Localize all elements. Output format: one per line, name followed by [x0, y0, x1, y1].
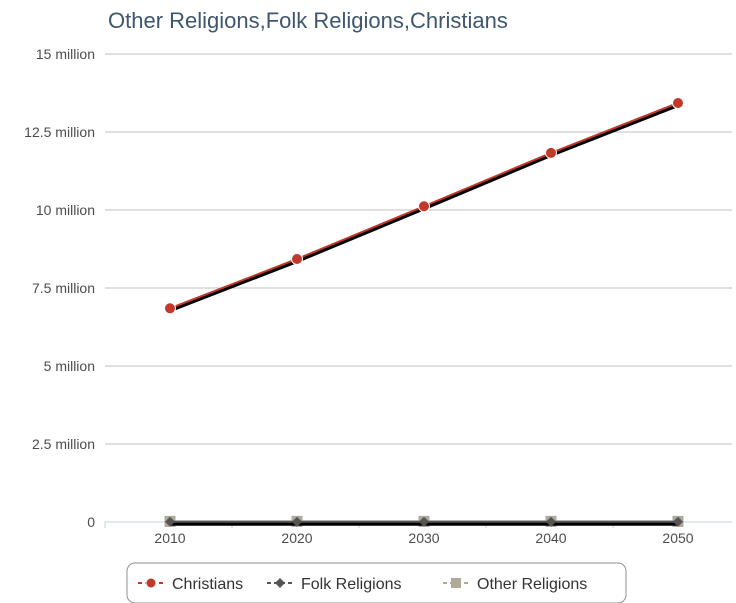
- y-tick-label: 10 million: [36, 202, 95, 218]
- data-point: [292, 516, 302, 527]
- legend-label: Other Religions: [477, 576, 587, 593]
- legend-label: Christians: [172, 576, 243, 593]
- y-tick-label: 15 million: [36, 46, 95, 62]
- data-point: [164, 302, 176, 315]
- data-point: [165, 516, 175, 527]
- x-tick-label: 2020: [281, 530, 312, 546]
- data-point: [291, 252, 303, 265]
- chart-title: Other Religions,Folk Religions,Christian…: [108, 8, 508, 33]
- data-point: [673, 516, 683, 527]
- y-tick-label: 5 million: [44, 358, 95, 374]
- y-tick-label: 0: [87, 514, 95, 530]
- legend-item-christians: Christians: [138, 576, 243, 593]
- x-tick-label: 2050: [662, 530, 693, 546]
- legend-marker: [451, 578, 461, 588]
- data-point: [672, 96, 684, 109]
- x-tick-label: 2040: [535, 530, 566, 546]
- series-christians: [164, 96, 684, 315]
- y-tick-label: 12.5 million: [24, 124, 95, 140]
- y-tick-label: 2.5 million: [32, 436, 95, 452]
- legend-item-folk-religions: Folk Religions: [267, 576, 401, 593]
- data-point: [546, 516, 556, 527]
- y-axis: 0 2.5 million 5 million 7.5 million 10 milli…: [24, 46, 95, 530]
- legend-item-other-religions: Other Religions: [443, 576, 587, 593]
- series-layer: [164, 96, 684, 527]
- legend-label: Folk Religions: [301, 576, 401, 593]
- legend-marker: [145, 577, 157, 589]
- data-point: [419, 516, 429, 527]
- data-point: [418, 200, 430, 213]
- series-folk-religions: [165, 516, 683, 527]
- y-tick-label: 7.5 million: [32, 280, 95, 296]
- x-tick-label: 2030: [408, 530, 439, 546]
- data-point: [545, 146, 557, 159]
- x-tick-label: 2010: [154, 530, 185, 546]
- legend-box: [126, 562, 627, 603]
- legend: Christians Folk Religions Other Religions: [126, 562, 627, 603]
- grid-lines: [105, 53, 732, 523]
- legend-marker: [275, 578, 285, 588]
